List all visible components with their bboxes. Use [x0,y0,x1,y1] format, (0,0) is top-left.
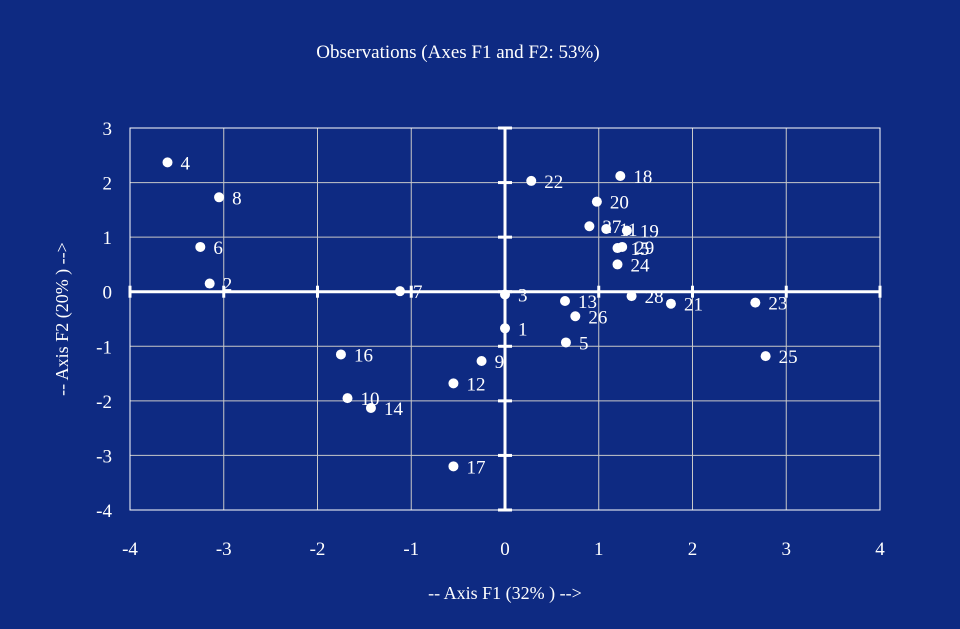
data-point-label: 2 [223,275,233,296]
data-point-label: 4 [181,153,191,174]
data-point-label: 26 [588,307,607,328]
data-point [665,298,676,309]
data-point-label: 16 [354,345,373,366]
y-tick-label: -3 [96,446,112,467]
data-point [476,356,487,367]
data-point [500,289,510,300]
x-axis-label: -- Axis F1 (32% ) --> [428,583,582,604]
x-tick-labels: -4 -3 -2 -1 0 1 2 3 4 [122,539,885,560]
data-point-label: 25 [779,347,798,368]
y-tick-label: 2 [103,174,113,195]
data-point-label: 18 [633,167,652,188]
data-point [560,295,570,306]
x-tick-label: -1 [403,539,419,560]
data-point [214,192,225,203]
data-point [612,259,623,270]
y-tick-label: -2 [96,392,112,413]
data-point-label: 7 [413,282,423,303]
data-point [162,157,173,168]
data-point [615,171,626,182]
data-point [570,311,581,322]
chart-title: Observations (Axes F1 and F2: 53%) [316,42,599,63]
data-point [342,393,353,404]
data-point-label: 14 [384,399,404,420]
x-tick-label: -3 [216,539,232,560]
data-point [591,196,602,207]
data-point-label: 6 [213,238,223,259]
data-point [448,378,459,389]
x-tick-label: -2 [310,539,326,560]
data-point [626,291,637,302]
x-tick-label: 1 [594,539,604,560]
data-point-label: 17 [466,457,485,478]
data-point [526,175,537,186]
data-point [335,349,346,360]
data-point-label: 5 [579,333,589,354]
x-tick-label: 3 [782,539,792,560]
data-point [365,402,376,413]
data-point-label: 24 [631,255,651,276]
y-tick-label: 1 [103,228,113,249]
data-point [584,221,595,232]
data-point [601,223,612,234]
data-point-label: 1 [518,319,528,340]
data-point-label: 19 [640,222,659,243]
x-tick-label: 4 [875,539,885,560]
data-point-label: 21 [684,295,703,316]
data-point [750,297,761,308]
data-point [760,351,771,362]
data-point-label: 9 [495,352,505,373]
y-tick-label: -1 [96,337,112,358]
data-point-label: 13 [578,292,597,313]
data-point-label: 12 [466,374,485,395]
data-point [195,241,206,252]
y-tick-label: -4 [96,501,112,522]
data-point-label: 23 [768,294,787,315]
data-point-label: 8 [232,188,242,209]
data-point [448,461,459,472]
data-point [395,286,405,297]
y-tick-labels: 3 2 1 0 -1 -2 -3 -4 [96,119,112,522]
data-point [617,241,628,252]
y-tick-label: 0 [103,283,113,304]
data-points: 1234567891011121314151617181920212223242… [162,153,798,478]
data-point-label: 28 [645,287,664,308]
x-tick-label: 2 [688,539,698,560]
data-point [204,278,215,289]
data-point-label: 22 [544,172,563,193]
data-point-label: 20 [610,193,629,214]
data-point-label: 27 [602,217,621,238]
data-point [560,337,571,348]
data-point-label: 29 [635,238,654,259]
data-point [500,323,510,334]
x-tick-label: -4 [122,539,138,560]
data-point [621,225,632,236]
y-axis-label: -- Axis F2 (20% ) --> [52,242,73,396]
x-tick-label: 0 [500,539,510,560]
y-tick-label: 3 [103,119,113,140]
data-point-label: 15 [631,239,650,260]
data-point-label: 3 [518,285,528,306]
